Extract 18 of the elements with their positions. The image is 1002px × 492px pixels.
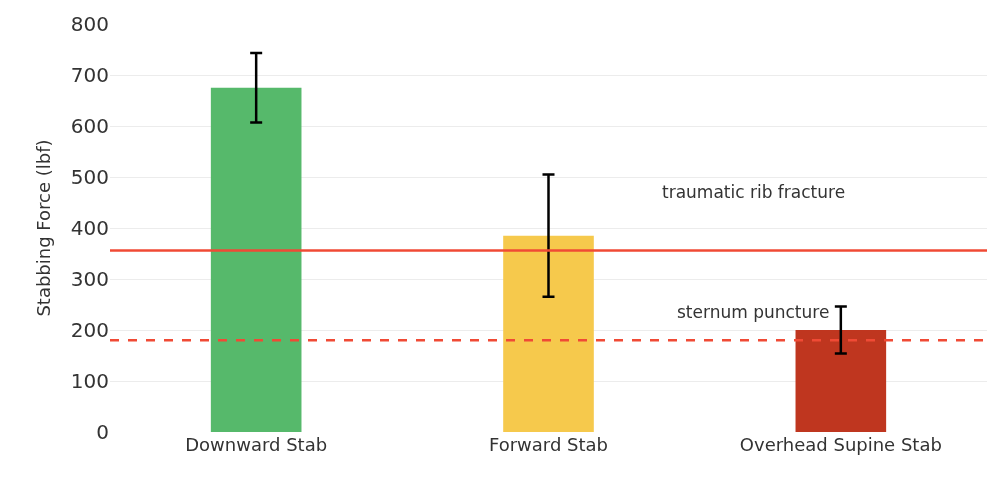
y-tick-label: 200 [70,318,109,342]
y-tick-label: 0 [96,420,109,444]
x-tick-label: Downward Stab [185,434,328,455]
x-tick-label: Overhead Supine Stab [739,434,942,455]
y-tick-label: 800 [70,12,109,36]
bar [795,330,887,432]
bar [210,87,302,432]
y-tick-label: 500 [70,165,109,189]
y-tick-label: 700 [70,63,109,87]
y-tick-label: 400 [70,216,109,240]
bar [503,235,594,432]
x-tick-label: Forward Stab [488,434,609,455]
ref-line-label: traumatic rib fracture [662,182,846,202]
y-tick-label: 100 [70,369,109,393]
y-tick-label: 600 [70,114,109,138]
y-axis-title: Stabbing Force (lbf) [33,139,55,317]
ref-line-label: sternum puncture [677,302,830,322]
y-tick-label: 300 [70,267,109,291]
